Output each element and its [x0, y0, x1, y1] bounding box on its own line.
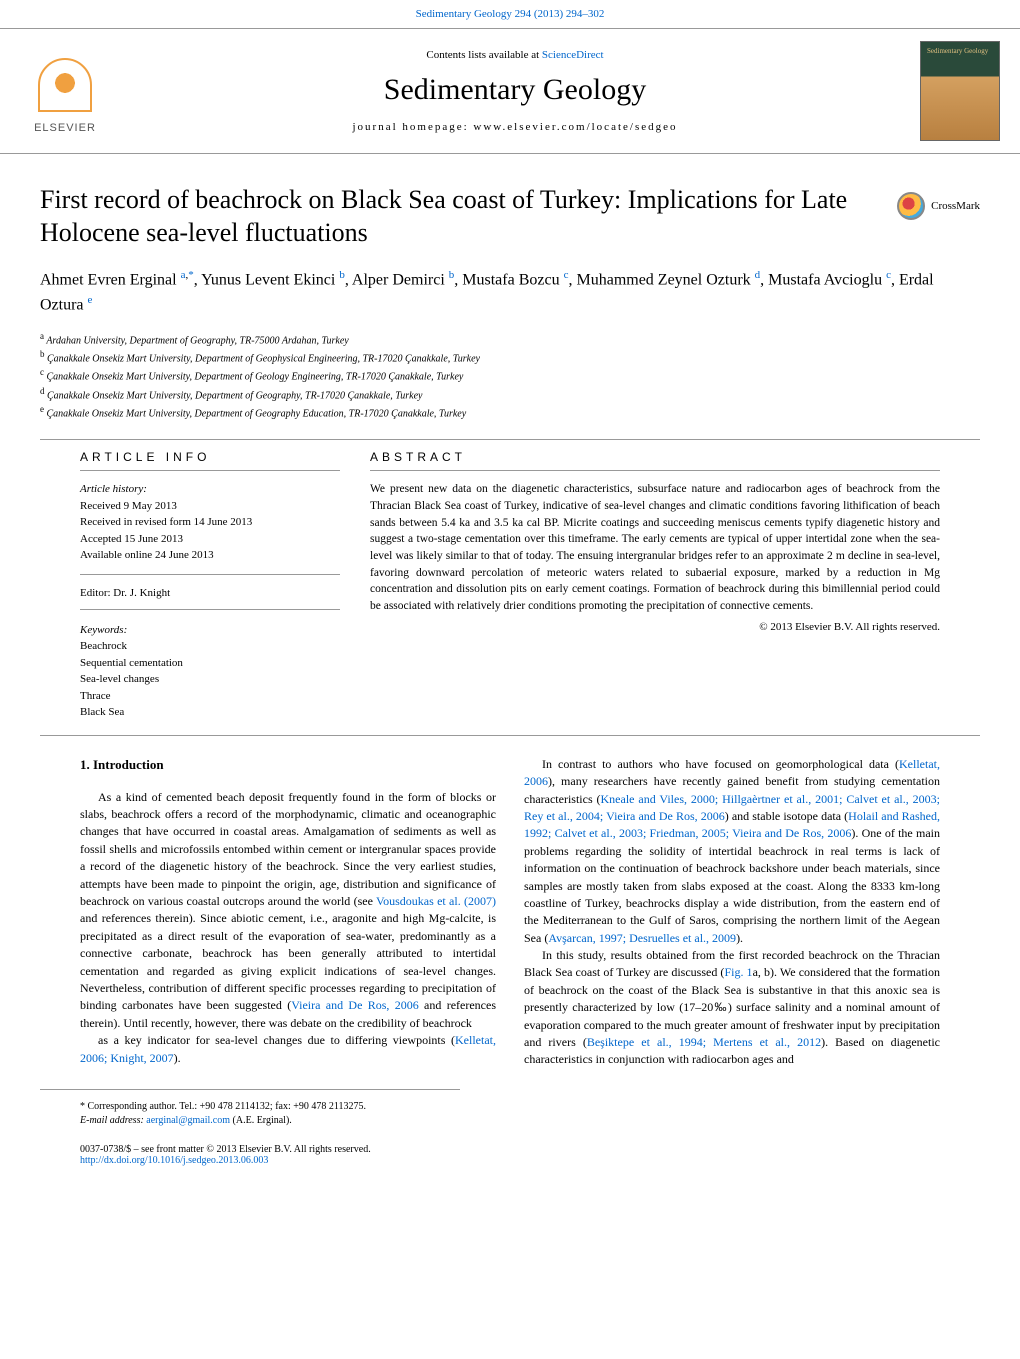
- doi-link[interactable]: http://dx.doi.org/10.1016/j.sedgeo.2013.…: [80, 1155, 268, 1166]
- keyword-item: Sequential cementation: [80, 655, 340, 672]
- body-para-2: as a key indicator for sea-level changes…: [80, 1032, 496, 1067]
- editor-block: Editor: Dr. J. Knight: [80, 587, 340, 610]
- journal-header-center: Contents lists available at ScienceDirec…: [110, 49, 920, 133]
- history-accepted: Accepted 15 June 2013: [80, 531, 340, 548]
- history-received: Received 9 May 2013: [80, 498, 340, 515]
- email-suffix: (A.E. Erginal).: [230, 1115, 292, 1126]
- doi-section: 0037-0738/$ – see front matter © 2013 El…: [40, 1138, 980, 1186]
- crossmark-icon: [897, 192, 925, 220]
- body-section: 1. Introduction As a kind of cemented be…: [40, 735, 980, 1079]
- crossmark-badge[interactable]: CrossMark: [897, 192, 980, 220]
- affiliation-item: b Çanakkale Onsekiz Mart University, Dep…: [40, 348, 980, 366]
- body-para-4: In this study, results obtained from the…: [524, 947, 940, 1069]
- abstract-label: ABSTRACT: [370, 440, 940, 471]
- crossmark-label: CrossMark: [931, 200, 980, 212]
- keyword-item: Black Sea: [80, 704, 340, 721]
- keyword-item: Thrace: [80, 688, 340, 705]
- body-columns: 1. Introduction As a kind of cemented be…: [80, 756, 940, 1069]
- keywords-label: Keywords:: [80, 622, 340, 639]
- article-info-label: ARTICLE INFO: [80, 440, 340, 471]
- affiliation-item: c Çanakkale Onsekiz Mart University, Dep…: [40, 366, 980, 384]
- affiliation-item: e Çanakkale Onsekiz Mart University, Dep…: [40, 403, 980, 421]
- cover-text: Sedimentary Geology: [927, 48, 988, 56]
- corresponding-note: * Corresponding author. Tel.: +90 478 21…: [80, 1100, 420, 1114]
- affiliations-list: a Ardahan University, Department of Geog…: [40, 330, 980, 422]
- abstract-column: ABSTRACT We present new data on the diag…: [370, 440, 940, 721]
- history-label: Article history:: [80, 481, 340, 498]
- journal-header: ELSEVIER Contents lists available at Sci…: [0, 28, 1020, 154]
- journal-homepage: journal homepage: www.elsevier.com/locat…: [110, 121, 920, 133]
- journal-cover: Sedimentary Geology: [920, 41, 1000, 141]
- journal-name: Sedimentary Geology: [110, 73, 920, 107]
- header-citation: Sedimentary Geology 294 (2013) 294–302: [0, 0, 1020, 28]
- elsevier-logo: ELSEVIER: [20, 41, 110, 141]
- body-para-1: As a kind of cemented beach deposit freq…: [80, 789, 496, 1032]
- front-matter-line: 0037-0738/$ – see front matter © 2013 El…: [80, 1144, 940, 1155]
- email-line: E-mail address: aerginal@gmail.com (A.E.…: [80, 1114, 420, 1128]
- email-label: E-mail address:: [80, 1115, 146, 1126]
- history-online: Available online 24 June 2013: [80, 547, 340, 564]
- intro-heading: 1. Introduction: [80, 756, 496, 775]
- keyword-item: Sea-level changes: [80, 671, 340, 688]
- affiliation-item: d Çanakkale Onsekiz Mart University, Dep…: [40, 385, 980, 403]
- corresponding-author-footer: * Corresponding author. Tel.: +90 478 21…: [40, 1089, 460, 1138]
- abstract-text: We present new data on the diagenetic ch…: [370, 481, 940, 614]
- contents-prefix: Contents lists available at: [426, 49, 541, 61]
- authors-list: Ahmet Evren Erginal a,*, Yunus Levent Ek…: [40, 267, 980, 318]
- elsevier-tree-icon: [30, 48, 100, 118]
- abstract-copyright: © 2013 Elsevier B.V. All rights reserved…: [370, 621, 940, 633]
- history-block: Article history: Received 9 May 2013 Rec…: [80, 481, 340, 575]
- contents-line: Contents lists available at ScienceDirec…: [110, 49, 920, 61]
- affiliation-item: a Ardahan University, Department of Geog…: [40, 330, 980, 348]
- email-link[interactable]: aerginal@gmail.com: [146, 1115, 230, 1126]
- article-info-column: ARTICLE INFO Article history: Received 9…: [80, 440, 340, 721]
- citation-link[interactable]: Sedimentary Geology 294 (2013) 294–302: [416, 8, 605, 20]
- info-abstract-row: ARTICLE INFO Article history: Received 9…: [40, 439, 980, 721]
- sciencedirect-link[interactable]: ScienceDirect: [542, 49, 604, 61]
- keyword-item: Beachrock: [80, 638, 340, 655]
- keywords-block: Keywords: BeachrockSequential cementatio…: [80, 622, 340, 721]
- body-para-3: In contrast to authors who have focused …: [524, 756, 940, 947]
- publisher-name: ELSEVIER: [34, 122, 96, 134]
- article-title: First record of beachrock on Black Sea c…: [40, 184, 980, 249]
- history-revised: Received in revised form 14 June 2013: [80, 514, 340, 531]
- title-section: CrossMark First record of beachrock on B…: [0, 154, 1020, 439]
